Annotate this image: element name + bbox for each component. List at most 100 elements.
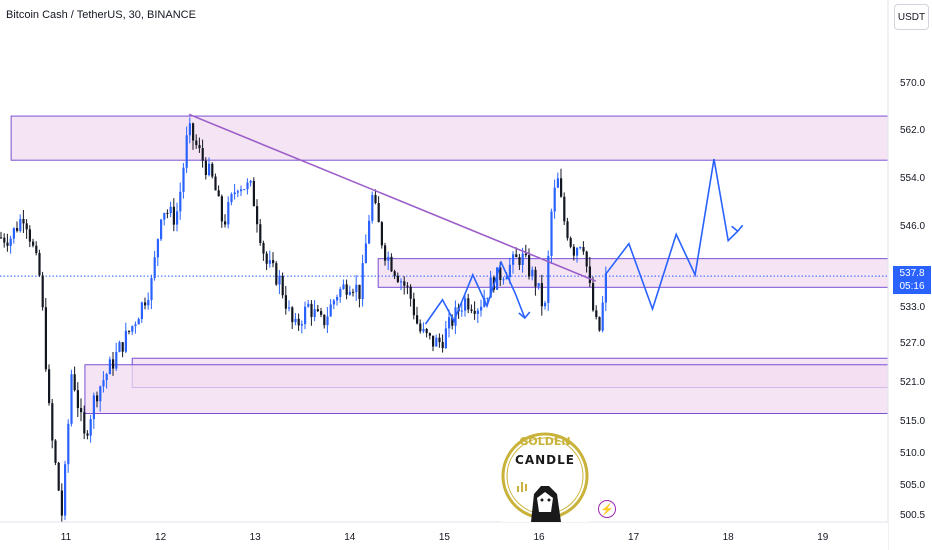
candle-body <box>156 239 159 258</box>
candle-body <box>406 285 409 287</box>
candle-body <box>147 299 150 306</box>
candle-body <box>595 310 598 318</box>
candle-body <box>316 309 319 312</box>
candle-body <box>476 310 479 314</box>
candle-body <box>281 276 284 296</box>
candle-body <box>320 311 323 315</box>
candle-body <box>486 297 489 299</box>
candle-body <box>473 310 476 314</box>
candle-body <box>12 228 15 239</box>
candle-body <box>80 408 83 413</box>
candle-body <box>515 254 518 258</box>
time-tick-label: 11 <box>61 532 72 543</box>
candle-body <box>163 212 166 220</box>
candle-body <box>208 163 211 176</box>
candle-body <box>460 310 463 312</box>
candle-body <box>51 403 54 441</box>
candle-body <box>249 180 252 183</box>
price-tick-label: 505.0 <box>900 480 925 491</box>
candle-body <box>444 328 447 349</box>
candle-body <box>480 306 483 311</box>
candle-body <box>54 440 57 463</box>
candle-body <box>28 229 31 242</box>
candle-body <box>102 380 105 387</box>
candle-body <box>0 237 3 239</box>
candle-body <box>451 317 454 326</box>
candle-body <box>508 264 511 277</box>
candle-body <box>172 206 175 225</box>
candle-body <box>89 419 92 436</box>
candle-body <box>176 211 179 225</box>
candle-body <box>166 212 169 214</box>
candle-body <box>70 374 73 424</box>
price-tick-label: 515.0 <box>900 416 925 427</box>
candle-body <box>268 260 271 264</box>
time-tick-label: 16 <box>533 532 545 543</box>
candle-body <box>220 196 223 222</box>
candle-body <box>396 275 399 283</box>
mini-candles-icon <box>517 482 527 492</box>
candle-body <box>134 324 137 327</box>
projection-path <box>604 158 739 312</box>
candle-body <box>416 315 419 324</box>
candle-body <box>246 182 249 190</box>
candle-body <box>128 330 131 332</box>
projection-path-arrowhead <box>731 224 744 233</box>
candle-body <box>41 275 44 308</box>
candle-body <box>153 257 156 279</box>
candle-body <box>553 187 556 212</box>
candle-body <box>108 359 111 375</box>
candle-body <box>531 269 534 277</box>
candle-body <box>198 145 201 149</box>
candle-body <box>124 330 127 352</box>
candle-body <box>121 342 124 352</box>
candle-body <box>524 253 527 256</box>
price-tick-label: 562.0 <box>900 125 925 136</box>
candle-body <box>547 255 550 303</box>
candle-body <box>25 223 28 230</box>
candle-body <box>60 490 63 516</box>
candle-body <box>236 191 239 193</box>
candle-body <box>579 247 582 249</box>
candle-body <box>403 281 406 286</box>
currency-button[interactable]: USDT <box>894 4 929 30</box>
candle-body <box>259 224 262 244</box>
candle-body <box>265 253 268 264</box>
candle-body <box>585 251 588 267</box>
candle-body <box>38 253 41 276</box>
candle-body <box>32 241 35 246</box>
candle-body <box>233 192 236 195</box>
time-tick-label: 18 <box>723 532 735 543</box>
candle-body <box>201 148 204 161</box>
candle-body <box>425 329 428 334</box>
candle-body <box>35 245 38 254</box>
candle-body <box>329 304 332 317</box>
time-tick-label: 12 <box>155 532 167 543</box>
candle-body <box>598 317 601 331</box>
lightning-icon[interactable]: ⚡ <box>598 500 616 518</box>
candle-body <box>44 307 47 370</box>
candle-body <box>224 221 227 225</box>
candle-body <box>150 278 153 300</box>
price-tick-label: 521.0 <box>900 377 925 388</box>
candle-body <box>556 178 559 188</box>
candle-body <box>518 257 521 266</box>
candle-body <box>499 267 502 280</box>
last-price-tag: 537.8 05:16 <box>893 266 931 294</box>
candle-body <box>67 423 70 465</box>
time-axis[interactable]: 11 12 13 14 15 16 17 18 19 <box>0 521 888 550</box>
candle-body <box>576 247 579 256</box>
price-tick-label: 533.0 <box>900 302 925 313</box>
candle-body <box>342 284 345 290</box>
zone-support-outer <box>84 364 889 414</box>
candle-body <box>272 260 275 264</box>
candle-body <box>448 317 451 329</box>
candle-body <box>364 243 367 264</box>
candle-body <box>563 196 566 222</box>
price-tick-label: 510.0 <box>900 448 925 459</box>
candle-body <box>144 302 147 306</box>
price-tick-label: 570.0 <box>900 78 925 89</box>
candle-body <box>204 160 207 176</box>
candle-body <box>358 284 361 300</box>
